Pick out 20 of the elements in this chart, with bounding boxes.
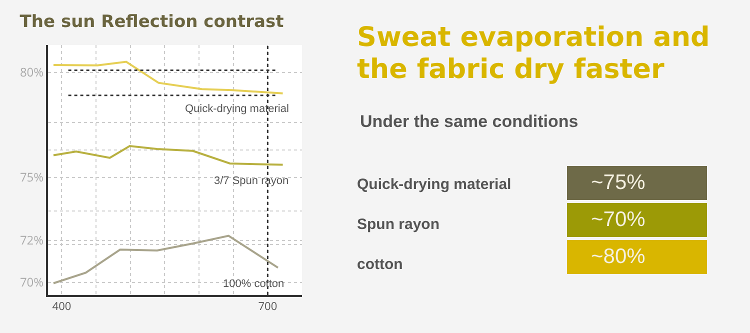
line-series [52,145,284,166]
y-tick-label: 75% [20,168,44,186]
text: Under the same conditions [360,112,578,132]
y-tick-label: 70% [20,274,44,291]
x-tick-label: 400 [52,299,72,314]
y-tick-label: 80% [20,64,44,81]
series-label: Quick-drying material [185,103,289,115]
text: cotton [357,256,403,273]
line-series [52,60,284,94]
label-box: ~80% [567,240,707,274]
label-box: ~70% [567,203,707,237]
y-tick-label: 72% [20,232,44,249]
label-box: ~75% [567,166,707,200]
text: Spun rayon [357,216,440,233]
text: Quick-drying material [357,176,512,193]
x-tick-label: 700 [258,299,278,314]
text: Sweat evaporation and the fabric dry faster [357,22,711,86]
series-label: 3/7 Spun rayon [214,175,289,187]
chart-title: The sun Reflection contrast [20,12,284,32]
series-label: 100% cotton [223,278,284,290]
